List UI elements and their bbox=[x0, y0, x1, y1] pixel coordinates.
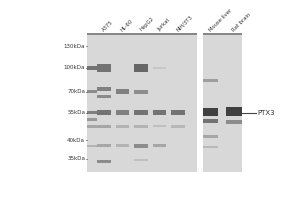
Text: 40kDa: 40kDa bbox=[67, 138, 85, 143]
Bar bbox=[97, 95, 111, 98]
Text: 130kDa: 130kDa bbox=[64, 44, 85, 49]
Bar bbox=[87, 90, 97, 93]
Bar bbox=[134, 144, 148, 148]
Bar bbox=[87, 125, 97, 128]
Text: HL-60: HL-60 bbox=[120, 18, 134, 32]
Bar bbox=[153, 110, 166, 115]
Bar bbox=[203, 146, 218, 148]
Bar bbox=[116, 110, 129, 115]
Text: Mouse liver: Mouse liver bbox=[208, 8, 233, 32]
Bar bbox=[97, 110, 111, 115]
Text: HepG2: HepG2 bbox=[139, 16, 155, 32]
Bar bbox=[153, 67, 166, 69]
Bar bbox=[97, 160, 111, 163]
Text: NIH/3T3: NIH/3T3 bbox=[176, 14, 194, 32]
Bar bbox=[171, 125, 185, 128]
Bar bbox=[97, 125, 111, 128]
Text: 55kDa: 55kDa bbox=[67, 110, 85, 115]
Bar bbox=[116, 125, 129, 128]
Bar bbox=[134, 159, 148, 161]
Bar bbox=[202, 35, 242, 172]
Bar bbox=[116, 144, 129, 147]
Bar bbox=[97, 87, 111, 91]
Bar bbox=[226, 120, 242, 124]
Bar bbox=[88, 35, 197, 172]
Text: Rat brain: Rat brain bbox=[232, 12, 252, 32]
Bar bbox=[88, 33, 197, 35]
Bar bbox=[153, 144, 166, 147]
Bar bbox=[97, 144, 111, 147]
Bar bbox=[134, 125, 148, 128]
Bar bbox=[87, 66, 97, 70]
Bar bbox=[171, 110, 185, 115]
Bar bbox=[134, 64, 148, 72]
Bar bbox=[226, 107, 242, 116]
Bar bbox=[203, 79, 218, 82]
Bar bbox=[202, 33, 242, 35]
Bar bbox=[134, 90, 148, 94]
Bar bbox=[203, 135, 218, 138]
Bar bbox=[203, 119, 218, 123]
Text: A375: A375 bbox=[101, 19, 115, 32]
Bar bbox=[87, 111, 97, 114]
Text: PTX3: PTX3 bbox=[257, 110, 275, 116]
Bar bbox=[134, 110, 148, 115]
Text: Jurkat: Jurkat bbox=[157, 18, 172, 32]
Bar bbox=[153, 125, 166, 127]
Bar bbox=[203, 108, 218, 116]
Text: 35kDa: 35kDa bbox=[67, 156, 85, 161]
Text: 70kDa: 70kDa bbox=[67, 89, 85, 94]
Text: 100kDa: 100kDa bbox=[64, 65, 85, 70]
Bar bbox=[87, 118, 97, 121]
Bar bbox=[97, 64, 111, 72]
Bar bbox=[87, 145, 97, 147]
Bar bbox=[116, 89, 129, 94]
